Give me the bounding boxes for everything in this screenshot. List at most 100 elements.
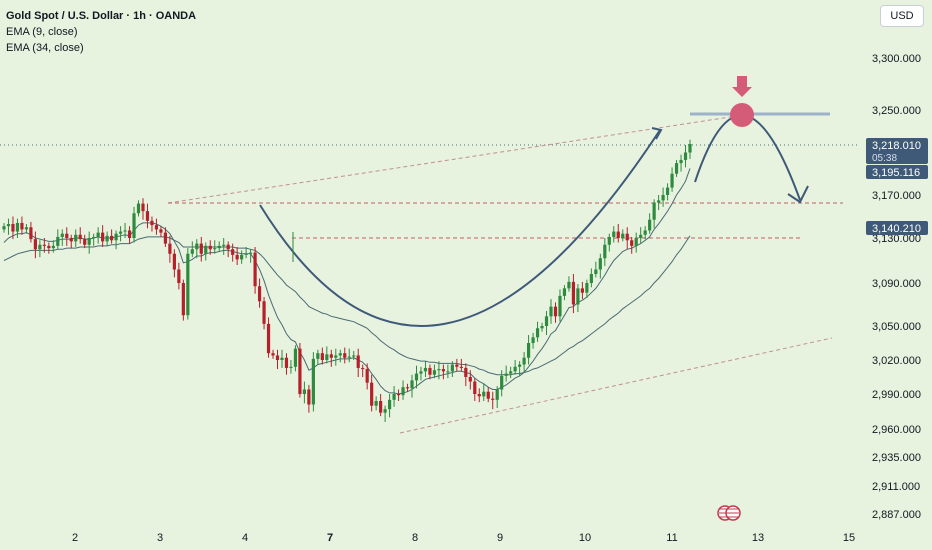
y-tick-label: 3,170.000 bbox=[872, 190, 921, 202]
candle bbox=[571, 281, 576, 305]
candle bbox=[69, 238, 73, 242]
candle bbox=[446, 371, 450, 373]
price-tag-countdown: 05:38 bbox=[872, 153, 897, 164]
price-tag-bg bbox=[866, 221, 928, 235]
candle bbox=[168, 243, 172, 254]
projection-arc bbox=[694, 114, 801, 201]
candle bbox=[284, 357, 289, 368]
candle bbox=[181, 283, 185, 316]
candle bbox=[222, 244, 226, 246]
candle bbox=[455, 364, 459, 367]
symbol-title[interactable]: Gold Spot / U.S. Dollar · 1h · OANDA bbox=[6, 10, 197, 22]
down-arrow-icon bbox=[732, 76, 752, 97]
candle bbox=[612, 231, 616, 237]
candle bbox=[257, 286, 262, 302]
candle bbox=[226, 244, 230, 250]
candle bbox=[652, 202, 656, 220]
candle bbox=[374, 401, 378, 406]
candle bbox=[311, 358, 315, 405]
candle bbox=[123, 230, 127, 232]
candle bbox=[464, 367, 468, 377]
candle bbox=[405, 387, 410, 389]
x-tick-label: 11 bbox=[666, 532, 677, 544]
flag-icon bbox=[717, 505, 741, 521]
candle bbox=[6, 224, 11, 227]
x-tick-label: 10 bbox=[579, 532, 591, 544]
price-tag-bg bbox=[866, 138, 928, 164]
candles-layer bbox=[2, 139, 692, 422]
candle bbox=[607, 236, 611, 245]
x-tick-label: 8 bbox=[412, 532, 418, 544]
candle bbox=[625, 233, 629, 241]
candle bbox=[334, 355, 338, 358]
candle bbox=[289, 366, 293, 368]
candle bbox=[231, 249, 235, 255]
candle bbox=[549, 306, 553, 317]
candle bbox=[302, 389, 307, 394]
candle bbox=[33, 239, 37, 250]
candle bbox=[114, 233, 118, 241]
candle bbox=[428, 367, 432, 375]
candle bbox=[136, 203, 141, 214]
ema34-legend[interactable]: EMA (34, close) bbox=[6, 42, 84, 54]
candle bbox=[665, 187, 670, 195]
candle bbox=[20, 222, 24, 230]
candle bbox=[329, 354, 333, 358]
candle bbox=[450, 364, 454, 372]
candle bbox=[110, 235, 114, 241]
candle bbox=[11, 224, 15, 232]
candle bbox=[598, 258, 602, 270]
candle bbox=[213, 248, 217, 250]
candle bbox=[585, 283, 589, 293]
candle bbox=[74, 234, 78, 242]
candle bbox=[500, 375, 504, 390]
candle bbox=[293, 348, 298, 367]
candle bbox=[387, 399, 392, 410]
ema9-legend[interactable]: EMA (9, close) bbox=[6, 26, 78, 38]
y-tick-label: 3,020.000 bbox=[872, 355, 921, 367]
x-tick-label: 7 bbox=[327, 532, 333, 544]
candle bbox=[365, 369, 369, 383]
cup-arc bbox=[259, 129, 661, 327]
x-tick-label: 2 bbox=[72, 532, 78, 544]
candle bbox=[24, 227, 29, 230]
candle bbox=[56, 236, 60, 246]
x-tick-label: 3 bbox=[157, 532, 163, 544]
candle bbox=[379, 401, 383, 413]
candle bbox=[477, 394, 481, 397]
y-tick-label: 2,990.000 bbox=[872, 389, 921, 401]
candle bbox=[683, 152, 688, 160]
candle bbox=[235, 254, 239, 260]
y-tick-label: 2,935.000 bbox=[872, 452, 921, 464]
ema-layer bbox=[3, 168, 691, 395]
candle bbox=[307, 389, 311, 405]
candle bbox=[38, 244, 42, 250]
candle bbox=[132, 213, 136, 238]
price-tag-value: 3,140.210 bbox=[872, 223, 921, 235]
y-tick-label: 3,090.000 bbox=[872, 278, 921, 290]
candle bbox=[518, 364, 522, 367]
y-tick-label: 3,300.000 bbox=[872, 53, 921, 65]
candle bbox=[320, 353, 324, 360]
candle bbox=[553, 306, 558, 317]
candle bbox=[195, 243, 199, 250]
currency-button[interactable]: USD bbox=[880, 5, 924, 27]
candle bbox=[208, 245, 212, 250]
candle bbox=[616, 231, 620, 238]
candle bbox=[459, 366, 463, 368]
candle bbox=[396, 394, 401, 396]
candle bbox=[154, 225, 159, 230]
price-axis: 3,300.000 3,250.000 3,170.000 3,130.000 3,09… bbox=[872, 53, 921, 521]
candle bbox=[275, 355, 280, 360]
candle bbox=[414, 373, 419, 381]
candle bbox=[356, 355, 360, 368]
candle bbox=[630, 240, 634, 246]
candle bbox=[639, 234, 643, 238]
candle bbox=[204, 245, 208, 254]
candle bbox=[347, 356, 351, 358]
candle bbox=[419, 371, 423, 374]
y-tick-label: 3,250.000 bbox=[872, 105, 921, 117]
candle bbox=[15, 222, 20, 232]
candle bbox=[679, 159, 683, 164]
